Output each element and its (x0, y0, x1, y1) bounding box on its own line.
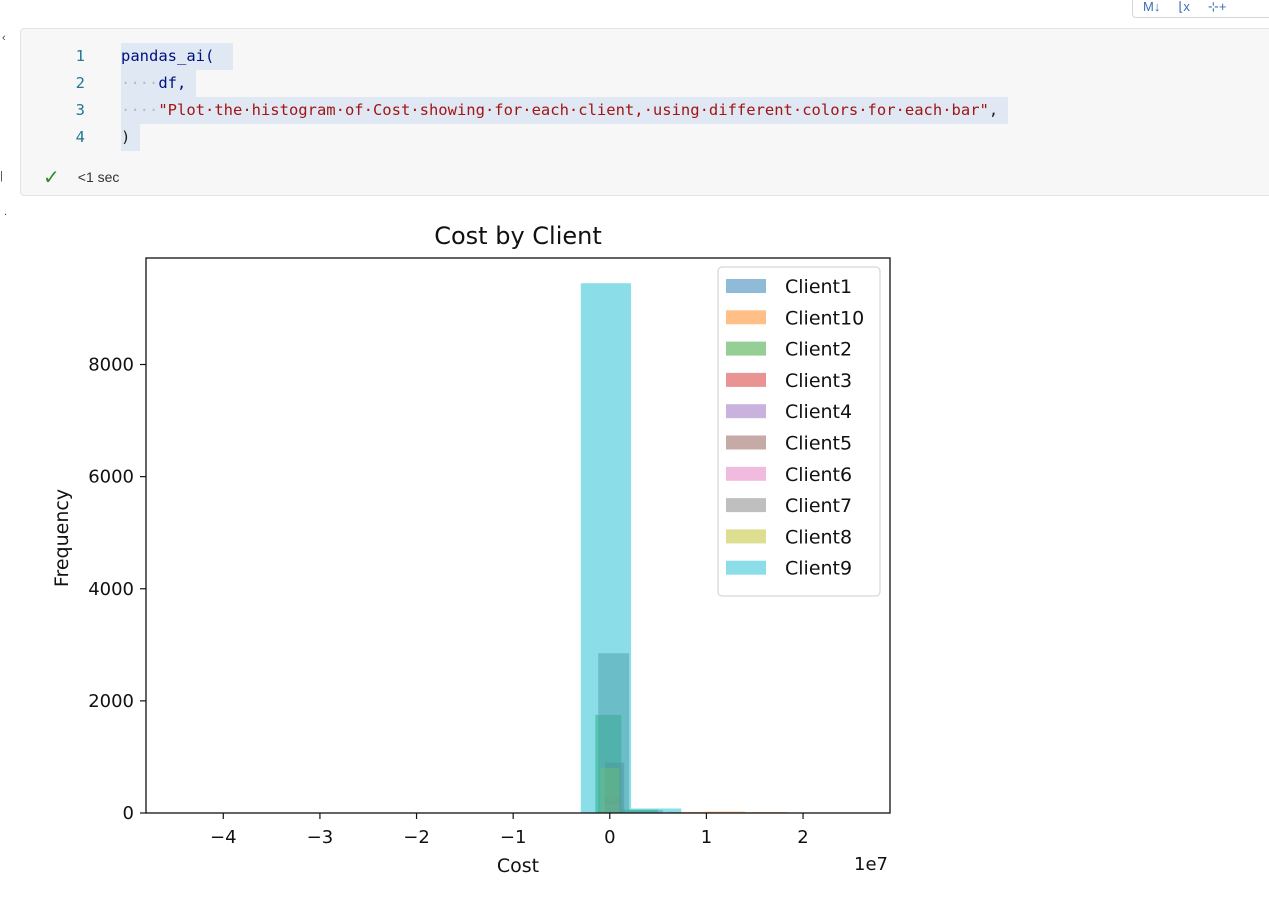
legend-label: Client9 (785, 558, 852, 580)
legend-label: Client5 (785, 433, 852, 455)
gutter-mark: ‹ (2, 32, 6, 44)
legend-swatch (726, 341, 766, 356)
y-tick-label: 4000 (88, 579, 134, 600)
line-number: 1 (75, 47, 85, 65)
y-axis-label: Frequency (51, 489, 73, 587)
x-tick-label: 1 (701, 827, 712, 848)
y-tick-label: 8000 (88, 355, 134, 376)
x-tick-label: −4 (210, 827, 237, 848)
code-line[interactable]: 4 ) (21, 124, 1269, 151)
legend-label: Client7 (785, 495, 852, 517)
gutter-mark: . (4, 206, 8, 218)
line-number: 4 (75, 128, 85, 146)
code-line[interactable]: 1 pandas_ai( (21, 43, 1269, 70)
histogram-bar-client9 (580, 283, 632, 813)
histogram-chart: Cost by Client Cost Frequency 1e7 −4 −3 −2… (40, 212, 920, 896)
code-text[interactable]: ····"Plot·the·histogram·of·Cost·showing·… (121, 97, 1008, 124)
legend: Client1 Client10 Client2 Client3 Client4 Clie… (717, 266, 881, 597)
x-tick-label: −2 (403, 827, 430, 848)
bars-group (580, 283, 789, 813)
x-offset-label: 1e7 (854, 854, 888, 875)
legend-label: Client3 (785, 370, 852, 392)
legend-swatch (726, 310, 766, 325)
execution-status: ✓ <1 sec (43, 167, 119, 187)
legend-label: Client2 (785, 339, 852, 361)
legend-swatch (726, 529, 766, 544)
legend-label: Client8 (785, 526, 852, 548)
code-editor[interactable]: 1 pandas_ai( 2 ····df, 3 ····"Plot·the·h… (21, 43, 1269, 151)
legend-swatch (726, 560, 766, 575)
x-tick-label: −1 (500, 827, 527, 848)
plot-frame (145, 257, 891, 814)
legend-label: Client4 (785, 401, 852, 423)
legend-swatch (726, 372, 766, 387)
legend-label: Client6 (785, 464, 852, 486)
axes-group: −4 −3 −2 −1 0 1 2 0 2000 4000 6000 8000 (88, 257, 891, 848)
string-literal: "Plot·the·histogram·of·Cost·showing·for·… (158, 101, 989, 119)
x-axis-label: Cost (497, 855, 539, 877)
cell-toolbar: M↓ ⌊x ⊹+ (1132, 0, 1269, 18)
x-tick-label: 2 (797, 827, 808, 848)
clear-output-button[interactable]: ⌊x (1178, 0, 1190, 14)
add-comment-button[interactable]: ⊹+ (1207, 0, 1227, 14)
code-text[interactable]: ) (121, 124, 140, 151)
chart-svg: Cost by Client Cost Frequency 1e7 −4 −3 −2… (51, 222, 891, 877)
legend-label: Client10 (785, 307, 864, 329)
y-tick-label: 0 (123, 803, 134, 824)
markdown-toggle-button[interactable]: M↓ (1143, 0, 1161, 14)
code-line[interactable]: 3 ····"Plot·the·histogram·of·Cost·showin… (21, 97, 1269, 124)
code-text[interactable]: pandas_ai( (121, 43, 233, 70)
chart-title: Cost by Client (434, 222, 602, 250)
x-tick-label: 0 (604, 827, 615, 848)
y-tick-label: 2000 (88, 691, 134, 712)
y-tick-label: 6000 (88, 467, 134, 488)
code-cell[interactable]: 1 pandas_ai( 2 ····df, 3 ····"Plot·the·h… (20, 28, 1269, 196)
legend-swatch (726, 279, 766, 293)
check-icon: ✓ (43, 165, 60, 189)
legend-swatch (726, 404, 766, 419)
legend-swatch (726, 435, 766, 450)
x-tick-label: −3 (307, 827, 334, 848)
legend-swatch (726, 498, 766, 513)
execution-time: <1 sec (77, 169, 120, 185)
histogram-bar-client10 (706, 811, 746, 813)
code-text[interactable]: ····df, (121, 70, 196, 97)
code-line[interactable]: 2 ····df, (21, 70, 1269, 97)
histogram-bar-client9 (631, 808, 682, 813)
line-number: 3 (75, 101, 85, 119)
gutter-mark: | (0, 170, 3, 182)
line-number: 2 (75, 74, 85, 92)
legend-swatch (726, 466, 766, 481)
left-gutter: ‹ | . (0, 0, 20, 919)
legend-label: Client1 (785, 276, 852, 298)
